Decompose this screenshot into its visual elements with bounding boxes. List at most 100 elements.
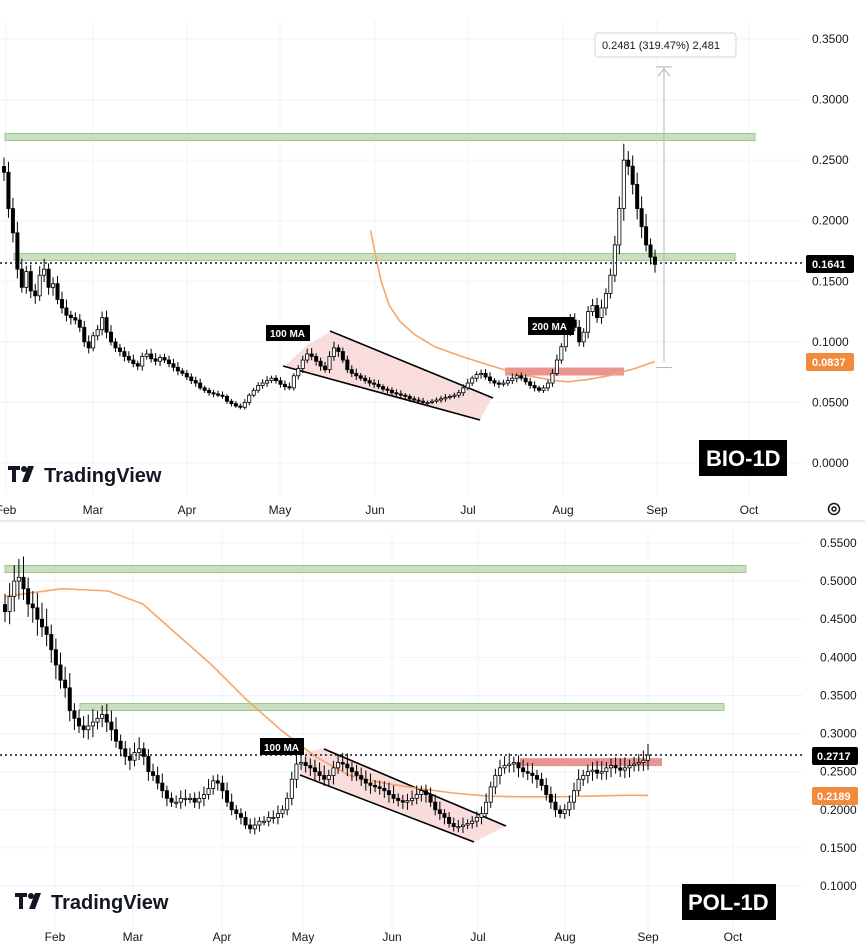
bio-candle-body [64, 307, 69, 316]
pol-candle-body [456, 826, 461, 829]
bio-measure-tooltip: 0.2481 (319.47%) 2,481 [594, 32, 737, 58]
bio-candle-body [648, 244, 653, 258]
bio-candle-body [95, 329, 100, 337]
pol-x-tick-label: Feb [45, 930, 66, 944]
bio-chart-panel: 0.3500 0.3000 0.2500 0.2000 0.1500 0.1000 0.05… [0, 0, 854, 517]
pol-candle-body [257, 820, 262, 826]
pol-candle-body [151, 771, 156, 776]
bio-candle-body [224, 395, 229, 402]
bio-measure-tool [656, 66, 672, 369]
pol-candle-body [493, 775, 498, 788]
bio-x-tick-label: Sep [646, 503, 668, 517]
bio-candle-body [581, 331, 586, 343]
pol-candle-body [646, 754, 651, 761]
pol-candle-body [243, 817, 248, 826]
bio-candle-body [314, 355, 319, 362]
bio-candle-body [603, 292, 608, 309]
bio-candle-body [340, 351, 345, 361]
bio-candle-body [256, 385, 261, 391]
bio-candle-body [367, 380, 372, 384]
pol-candle-body [608, 765, 613, 769]
pol-candle-body [410, 797, 415, 802]
pol-candle-body [571, 790, 576, 803]
bio-candle-body [438, 398, 443, 401]
bio-200ma-label-text: 200 MA [532, 322, 567, 333]
bio-ma-price-text: 0.0837 [812, 357, 846, 369]
pol-support-zone [4, 565, 747, 574]
pol-y-tick-label: 0.1500 [820, 841, 857, 855]
bio-x-tick-label: Feb [0, 503, 17, 517]
bio-candle-body [251, 389, 256, 396]
pol-candle-body [169, 797, 174, 803]
bio-candle-body [19, 268, 24, 288]
pol-candle-body [72, 710, 77, 719]
tradingview-logo-icon [15, 893, 41, 909]
bio-candle-body [51, 283, 56, 288]
pol-candle-body [63, 679, 68, 689]
pol-candle-body [211, 780, 216, 789]
bio-candle-body [443, 397, 448, 400]
pol-candle-body [285, 797, 290, 811]
bio-candle-body [590, 305, 595, 312]
bio-candle-body [104, 317, 109, 333]
pol-zones [4, 565, 747, 767]
bio-candle-body [644, 226, 649, 246]
bio-y-axis: 0.3500 0.3000 0.2500 0.2000 0.1500 0.1000 0.05… [812, 32, 849, 470]
pol-candle-body [632, 763, 637, 766]
bio-candle-body [358, 375, 363, 379]
pol-candle-body [132, 752, 137, 761]
bio-candle-body [381, 386, 386, 390]
bio-x-tick-label: Aug [552, 503, 573, 517]
pol-candle-body [382, 788, 387, 792]
pol-candle-body [331, 767, 336, 776]
bio-candle-body [37, 274, 42, 297]
bio-candle-body [599, 307, 604, 319]
pol-candle-body [349, 767, 354, 773]
bio-candle-body [300, 359, 305, 369]
bio-candle-body [501, 382, 506, 385]
bio-candle-body [398, 393, 403, 396]
bio-candle-body [327, 355, 332, 371]
pol-candle-body [58, 664, 63, 681]
bio-candle-body [586, 311, 591, 333]
pol-tradingview-logo: TradingView [15, 892, 169, 914]
pol-candle-body [40, 618, 45, 628]
bio-candle-body [144, 353, 149, 357]
pol-tradingview-wordmark: TradingView [51, 892, 169, 914]
bio-plot-area [0, 0, 803, 495]
bio-candle-body [291, 375, 296, 389]
pol-candle-body [81, 725, 86, 731]
bio-candle-body [175, 366, 180, 372]
bio-candle-body [528, 381, 533, 386]
bio-candle-body [287, 386, 292, 389]
bio-candle-body [171, 363, 176, 368]
pol-candle-body [220, 782, 225, 792]
pol-candle-body [289, 778, 294, 799]
bio-candle-body [510, 377, 515, 382]
bio-y-tick-label: 0.2500 [812, 153, 849, 167]
pol-candle-body [312, 767, 317, 773]
pol-candle-body [123, 748, 128, 757]
pol-grid [0, 530, 803, 935]
gear-icon[interactable] [827, 502, 841, 516]
bio-candle-body [309, 353, 314, 357]
bio-candle-body [2, 166, 7, 173]
bio-candle-body [349, 369, 354, 374]
bio-tradingview-logo: TradingView [8, 465, 162, 487]
bio-candle-body [470, 377, 475, 384]
pol-candle-body [53, 649, 58, 666]
pol-candle-body [35, 607, 40, 620]
pol-candle-body [308, 765, 313, 769]
pol-candle-body [183, 797, 188, 800]
bio-candle-body [541, 387, 546, 391]
pol-moving-average [4, 587, 649, 798]
pol-candles [3, 556, 651, 835]
pol-candle-body [599, 771, 604, 774]
bio-candle-body [577, 326, 582, 343]
bio-candle-body [394, 392, 399, 395]
pol-candle-body [317, 771, 322, 776]
pol-candle-body [516, 762, 521, 769]
bio-candle-body [28, 271, 33, 292]
bio-candle-body [416, 399, 421, 402]
bio-candle-body [514, 375, 519, 379]
